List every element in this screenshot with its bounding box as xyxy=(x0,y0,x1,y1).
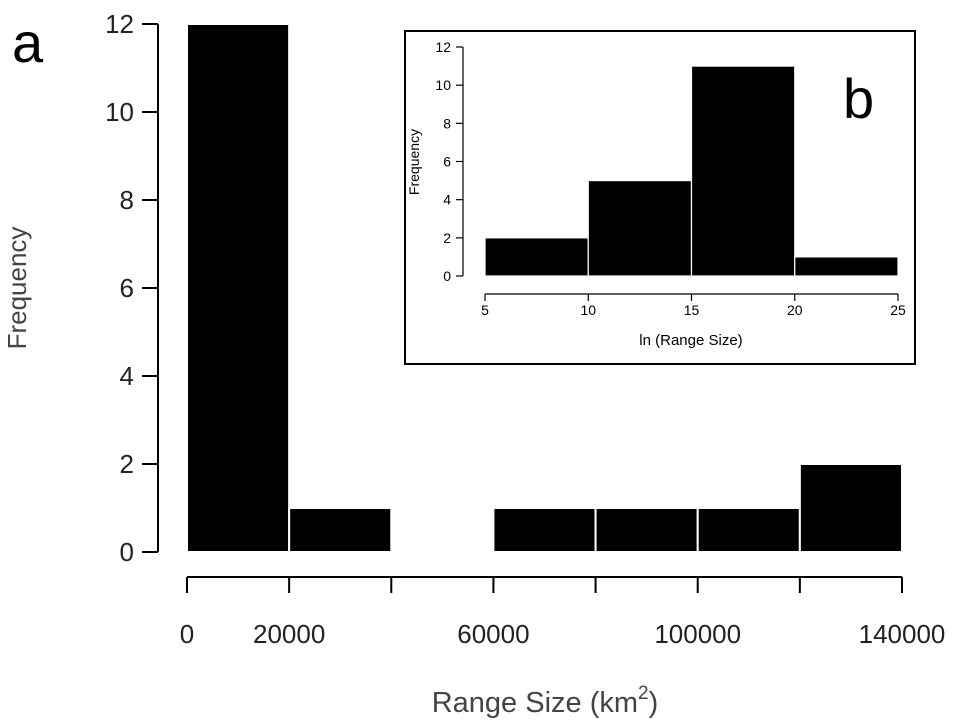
inset-y-tick-label-2: 4 xyxy=(443,192,451,208)
main-bar-3 xyxy=(492,507,597,553)
inset-y-axis: 0 2 4 6 8 10 12 xyxy=(435,39,464,284)
main-bar-6 xyxy=(798,463,903,553)
main-bar-0 xyxy=(186,23,291,553)
inset-x-tick-label-0: 5 xyxy=(481,302,489,318)
panel-label-a: a xyxy=(12,11,44,74)
main-x-axis-label-close: ) xyxy=(649,687,659,719)
main-y-tick-label-4: 8 xyxy=(120,185,134,215)
main-y-tick-label-2: 4 xyxy=(120,361,134,391)
main-y-axis-label: Frequency xyxy=(2,227,32,350)
main-histogram: a 0 2 4 6 8 10 12 0 20000 60000 100000 140000 Freq… xyxy=(2,9,945,719)
main-y-tick-label-5: 10 xyxy=(105,97,134,127)
inset-bar-2 xyxy=(690,65,796,277)
inset-bar-1 xyxy=(587,179,693,277)
main-y-tick-label-6: 12 xyxy=(105,9,134,39)
inset-x-tick-label-2: 15 xyxy=(684,302,700,318)
inset-x-tick-label-4: 25 xyxy=(890,302,906,318)
inset-bars xyxy=(484,65,899,277)
inset-y-tick-label-1: 2 xyxy=(443,230,451,246)
main-x-tick-label-1: 20000 xyxy=(253,619,325,649)
main-y-tick-label-1: 2 xyxy=(120,449,134,479)
main-y-tick-label-0: 0 xyxy=(120,537,134,567)
main-x-axis-label-text: Range Size (km xyxy=(432,687,638,719)
main-y-tick-label-3: 6 xyxy=(120,273,134,303)
inset-x-tick-label-1: 10 xyxy=(580,302,596,318)
main-bar-1 xyxy=(288,507,393,553)
inset-y-tick-label-0: 0 xyxy=(443,268,451,284)
inset-y-tick-label-3: 6 xyxy=(443,154,451,170)
inset-y-tick-label-6: 12 xyxy=(435,39,451,55)
main-x-tick-label-3: 100000 xyxy=(654,619,741,649)
main-bar-5 xyxy=(696,507,801,553)
main-bar-4 xyxy=(594,507,699,553)
inset-histogram: b 0 2 4 6 8 10 12 5 10 15 20 25 Frequency ln (Rang… xyxy=(404,30,916,365)
main-x-tick-label-4: 140000 xyxy=(859,619,946,649)
main-x-axis-label-superscript: 2 xyxy=(638,683,649,704)
main-x-axis: 0 20000 60000 100000 140000 xyxy=(180,576,946,649)
inset-x-axis-label: ln (Range Size) xyxy=(639,332,742,349)
main-y-axis: 0 2 4 6 8 10 12 xyxy=(105,9,159,567)
main-x-tick-label-0: 0 xyxy=(180,619,194,649)
panel-label-b: b xyxy=(843,67,874,130)
inset-x-axis: 5 10 15 20 25 xyxy=(481,293,906,318)
main-bars xyxy=(186,23,903,553)
main-x-tick-label-2: 60000 xyxy=(457,619,529,649)
inset-y-tick-label-4: 8 xyxy=(443,115,451,131)
main-x-axis-label: Range Size (km2) xyxy=(432,683,659,719)
inset-y-axis-label: Frequency xyxy=(406,129,422,195)
inset-x-tick-label-3: 20 xyxy=(787,302,803,318)
inset-bar-3 xyxy=(794,256,899,277)
inset-y-tick-label-5: 10 xyxy=(435,77,451,93)
inset-bar-0 xyxy=(484,237,589,277)
